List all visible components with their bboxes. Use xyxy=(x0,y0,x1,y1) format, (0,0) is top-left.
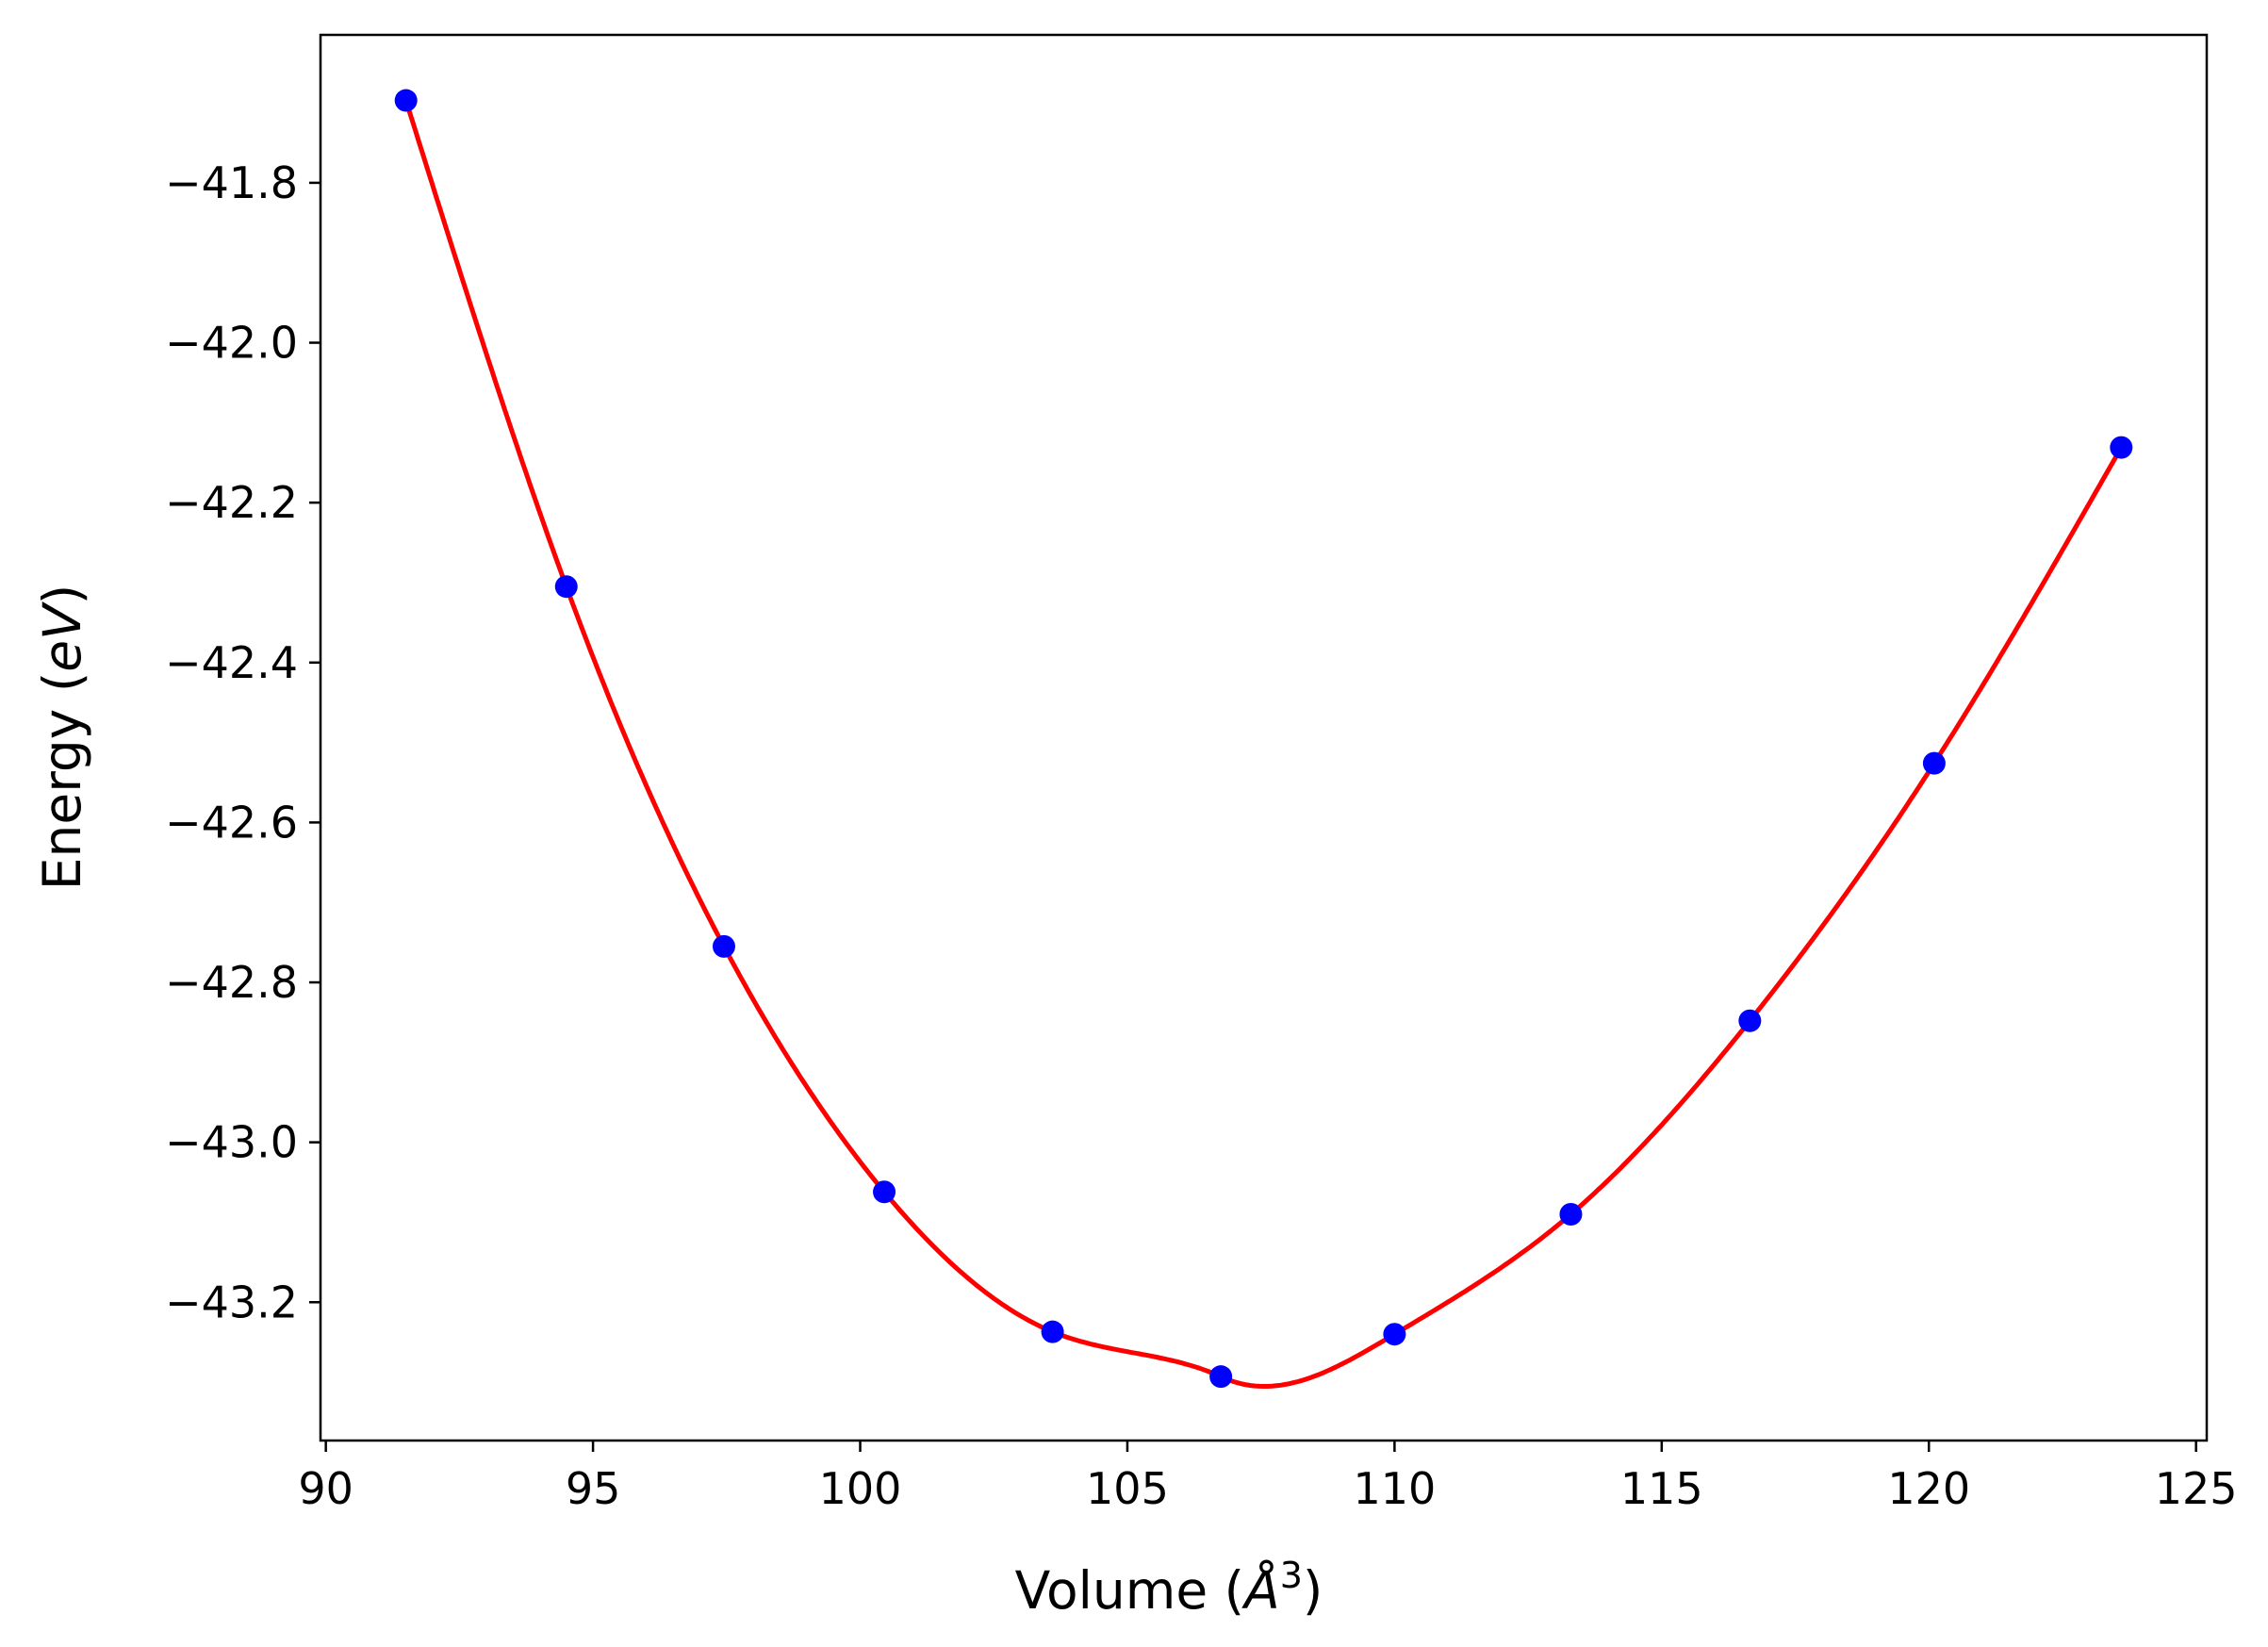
y-tick-label: −41.8 xyxy=(165,157,298,208)
x-axis-label-superscript: 3 xyxy=(1280,1555,1303,1596)
y-axis-label-unit: eV xyxy=(32,601,92,672)
x-axis: 90 95 100 105 110 115 120 125 xyxy=(298,1441,2238,1514)
data-point xyxy=(1041,1320,1064,1343)
x-tick-label: 95 xyxy=(566,1463,621,1514)
y-tick-label: −43.0 xyxy=(165,1117,298,1168)
y-tick-label: −42.6 xyxy=(165,797,298,848)
y-axis-label-suffix: ) xyxy=(32,585,92,604)
x-tick-label: 110 xyxy=(1353,1463,1436,1514)
data-point xyxy=(1209,1365,1233,1389)
data-point xyxy=(873,1180,896,1204)
data-point xyxy=(554,575,578,599)
x-axis-label-symbol: Å xyxy=(1241,1559,1280,1621)
x-tick-label: 100 xyxy=(819,1463,902,1514)
y-tick-label: −42.4 xyxy=(165,637,298,688)
x-axis-label-suffix: ) xyxy=(1303,1560,1323,1621)
axes-frame xyxy=(319,33,2209,1442)
data-point xyxy=(1383,1323,1406,1346)
data-points xyxy=(394,89,2133,1389)
data-point xyxy=(2110,436,2133,459)
data-point xyxy=(1738,1009,1762,1032)
y-tick-label: −42.2 xyxy=(165,477,298,528)
data-point xyxy=(712,934,735,958)
y-axis: −41.8 −42.0 −42.2 −42.4 −42.6 −42.8 −43.0 −43.2 xyxy=(165,157,320,1327)
x-tick-label: 115 xyxy=(1620,1463,1703,1514)
data-point xyxy=(1559,1202,1583,1226)
y-tick-label: −42.8 xyxy=(165,957,298,1008)
data-point xyxy=(1922,751,1946,775)
x-tick-label: 120 xyxy=(1887,1463,1970,1514)
x-axis-label: Volume (Å3) xyxy=(1015,1555,1323,1621)
data-point xyxy=(394,89,418,112)
y-axis-label: Energy (eV) xyxy=(32,585,92,890)
x-tick-label: 125 xyxy=(2155,1463,2238,1514)
y-tick-label: −43.2 xyxy=(165,1276,298,1327)
x-tick-label: 105 xyxy=(1086,1463,1169,1514)
plot-area xyxy=(394,89,2133,1389)
y-tick-label: −42.0 xyxy=(165,318,298,369)
fit-curve xyxy=(403,99,2124,1389)
x-tick-label: 90 xyxy=(298,1463,353,1514)
